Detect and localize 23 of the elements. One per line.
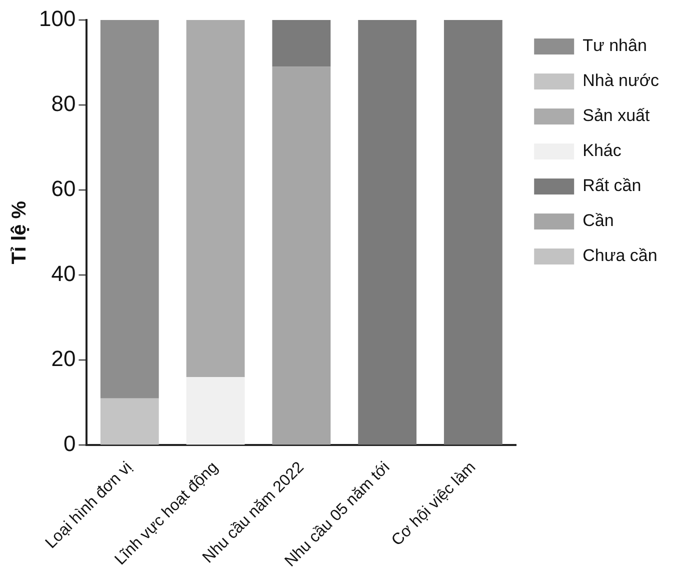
legend-label: Sản xuất (582, 106, 650, 126)
y-tick-label: 0 (63, 431, 76, 456)
y-tick-label: 80 (51, 91, 76, 116)
bar (186, 20, 245, 378)
legend-label: Nhà nước (582, 71, 660, 90)
y-tick-label: 40 (51, 261, 76, 286)
legend-label: Tư nhân (582, 36, 647, 56)
legend-label: Cần (582, 211, 614, 230)
x-tick-label: Cơ hội việc làm (388, 458, 480, 550)
y-tick-label: 20 (51, 346, 76, 372)
bar (444, 20, 502, 445)
y-tick-label: 100 (38, 6, 76, 32)
legend-label: Rất cần (582, 176, 642, 196)
bar (100, 20, 159, 398)
legend-label: Chưa cần (582, 246, 658, 266)
bar (358, 20, 416, 445)
y-tick-label: 60 (51, 176, 76, 202)
y-axis-title: Tỉ lệ % (8, 200, 31, 264)
bar (272, 20, 331, 67)
bar (186, 377, 245, 445)
legend-label: Khác (582, 141, 622, 160)
bar (100, 398, 159, 445)
bar (272, 66, 331, 445)
